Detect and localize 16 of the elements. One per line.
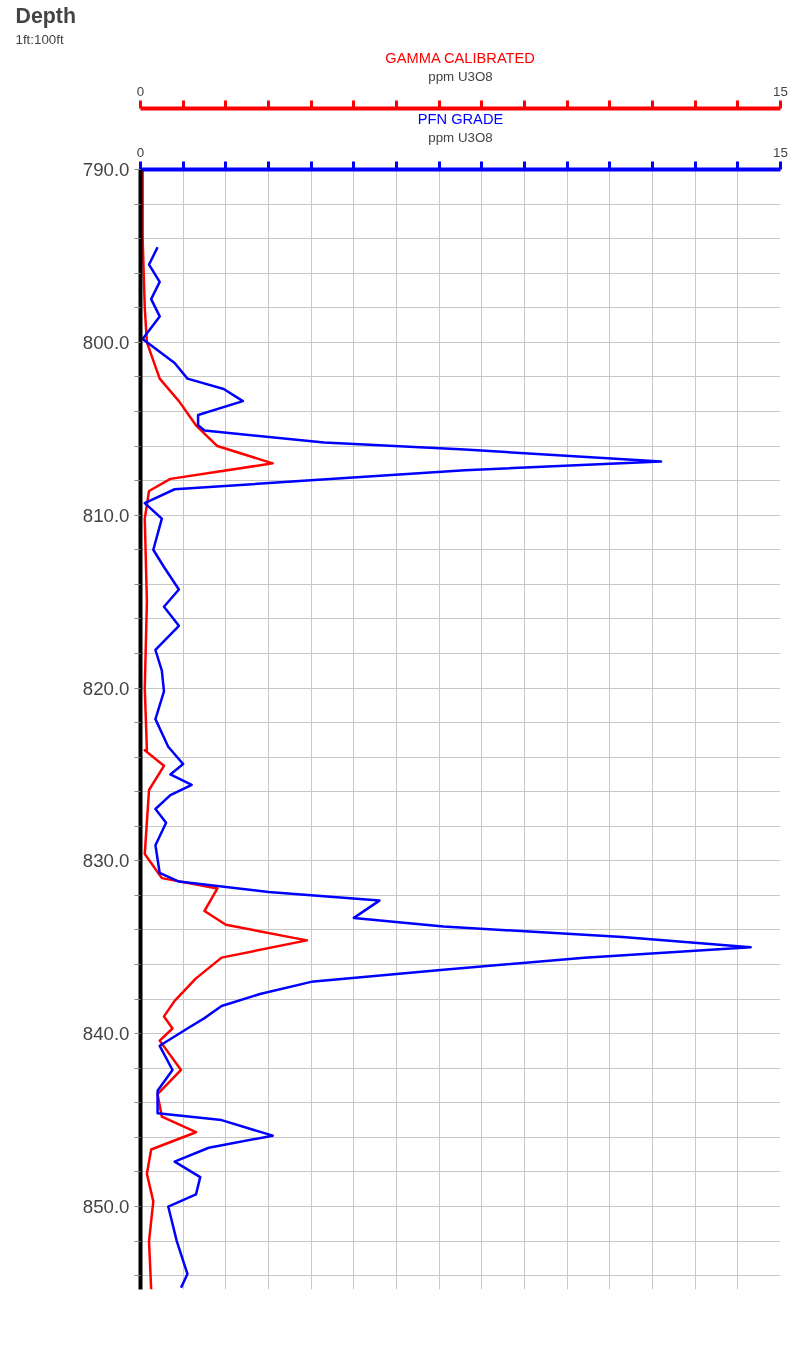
- y-tick-label: 810.0: [82, 504, 130, 526]
- x2-axis-title: ppm U3O8: [428, 129, 493, 145]
- y-axis-title: Depth: [15, 3, 76, 28]
- text: 1ft:100ft: [15, 31, 64, 47]
- y-tick-label: 830.0: [82, 850, 130, 872]
- y-tick-label: 790.0: [82, 159, 130, 180]
- y-tick-label: 800.0: [82, 331, 130, 353]
- text: PFN GRADE: [417, 110, 504, 127]
- x-axis-title: ppm U3O8: [428, 68, 493, 84]
- line-series: [141, 169, 309, 1290]
- x2-tick-label: 15: [773, 83, 788, 99]
- y-tick-label: 820.0: [82, 677, 130, 699]
- y-tick-label: 850.0: [82, 1196, 130, 1218]
- text: GAMMA CALIBRATED: [385, 49, 535, 66]
- x2-tick-label: 0: [136, 83, 145, 99]
- y-tick-label: 840.0: [82, 1023, 130, 1045]
